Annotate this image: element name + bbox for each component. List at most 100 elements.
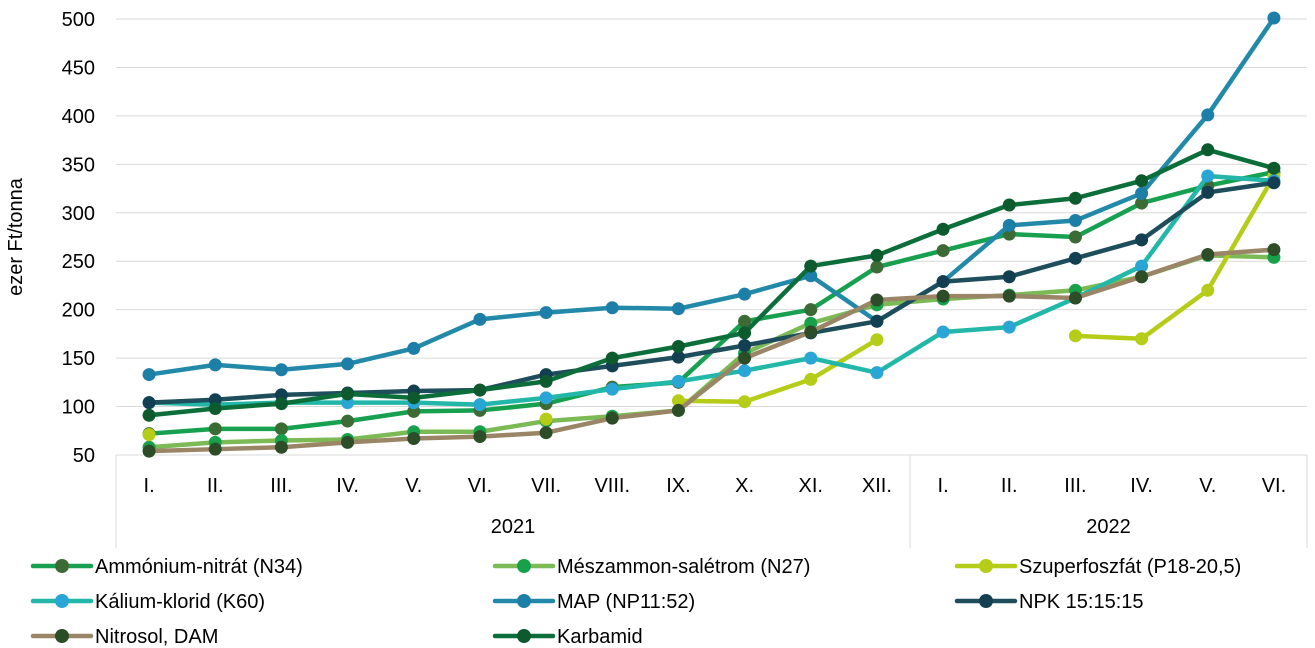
- data-point: [1068, 230, 1082, 244]
- data-point: [804, 372, 818, 386]
- data-point: [208, 422, 222, 436]
- y-axis-label: ezer Ft/tonna: [5, 177, 27, 296]
- data-point: [870, 248, 884, 262]
- y-tick-label: 150: [62, 348, 95, 370]
- series: [142, 169, 1281, 442]
- x-tick-label: XI.: [799, 475, 823, 497]
- series-line: [146, 247, 1277, 454]
- legend-label: Mészammon-salétrom (N27): [557, 556, 810, 578]
- data-point: [738, 314, 752, 328]
- data-point: [473, 398, 487, 412]
- data-point: [407, 432, 421, 446]
- data-point: [1002, 270, 1016, 284]
- y-tick-label: 400: [62, 106, 95, 128]
- data-point: [936, 275, 950, 289]
- y-tick-label: 350: [62, 154, 95, 176]
- legend-swatch-marker: [55, 594, 69, 608]
- data-point: [473, 430, 487, 444]
- data-point: [1068, 251, 1082, 265]
- y-tick-label: 300: [62, 203, 95, 225]
- x-tick-label: IV.: [1130, 475, 1153, 497]
- data-point: [1135, 186, 1149, 200]
- data-point: [1267, 243, 1281, 257]
- x-tick-label: IV.: [336, 475, 359, 497]
- data-point: [407, 391, 421, 405]
- series-line: [676, 337, 880, 404]
- data-point: [671, 339, 685, 353]
- legend-item: Karbamid: [492, 626, 643, 648]
- data-point: [671, 374, 685, 388]
- x-tick-label: I.: [938, 475, 949, 497]
- data-point: [473, 383, 487, 397]
- data-point: [1068, 329, 1082, 343]
- data-point: [142, 396, 156, 410]
- legend-label: Nitrosol, DAM: [95, 626, 218, 648]
- data-point: [870, 260, 884, 274]
- x-tick-label: VI.: [1262, 475, 1286, 497]
- data-point: [473, 312, 487, 326]
- data-point: [1002, 218, 1016, 232]
- data-point: [936, 289, 950, 303]
- legend: Ammónium-nitrát (N34) Mészammon-salétrom …: [30, 556, 1241, 648]
- legend-label: MAP (NP11:52): [557, 591, 695, 613]
- data-point: [1267, 176, 1281, 190]
- data-point: [1068, 214, 1082, 228]
- series-line: [146, 15, 1277, 377]
- x-tick-label: XII.: [862, 475, 892, 497]
- x-group-label: 2022: [1086, 516, 1131, 538]
- data-point: [870, 333, 884, 347]
- legend-label: Szuperfoszfát (P18-20,5): [1019, 556, 1241, 578]
- legend-swatch-marker: [979, 594, 993, 608]
- data-point: [804, 303, 818, 317]
- legend-swatch-marker: [517, 629, 531, 643]
- data-point: [1135, 196, 1149, 210]
- data-point: [738, 364, 752, 378]
- legend-label: NPK 15:15:15: [1019, 591, 1144, 613]
- data-point: [1135, 270, 1149, 284]
- series-line: [146, 180, 1277, 405]
- data-point: [1068, 291, 1082, 305]
- x-tick-label: III.: [1064, 475, 1086, 497]
- data-point: [738, 326, 752, 340]
- data-point: [1201, 169, 1215, 183]
- data-point: [1201, 283, 1215, 297]
- data-point: [142, 368, 156, 382]
- data-point: [671, 302, 685, 316]
- data-point: [804, 351, 818, 365]
- series-line: [146, 147, 1277, 418]
- data-point: [407, 341, 421, 355]
- data-point: [341, 435, 355, 449]
- data-point: [208, 401, 222, 415]
- data-point: [804, 325, 818, 339]
- y-tick-label: 200: [62, 300, 95, 322]
- legend-label: Kálium-klorid (K60): [95, 591, 265, 613]
- data-point: [1002, 320, 1016, 334]
- data-point: [539, 391, 553, 405]
- data-point: [936, 244, 950, 258]
- data-point: [936, 325, 950, 339]
- data-point: [1267, 11, 1281, 25]
- data-point: [671, 394, 685, 408]
- y-tick-label: 50: [73, 445, 95, 467]
- data-point: [605, 411, 619, 425]
- series: [142, 143, 1281, 422]
- series-lines: [142, 11, 1281, 458]
- y-tick-label: 250: [62, 251, 95, 273]
- data-point: [738, 287, 752, 301]
- y-axis-ticks: 50 100 150 200 250 300 350 400 450 500: [62, 9, 95, 467]
- legend-swatch-marker: [55, 559, 69, 573]
- legend-swatch-marker: [55, 629, 69, 643]
- data-point: [1135, 332, 1149, 346]
- x-tick-label: II.: [1001, 475, 1018, 497]
- data-point: [870, 314, 884, 328]
- data-point: [1135, 233, 1149, 247]
- data-point: [341, 387, 355, 401]
- data-point: [605, 301, 619, 315]
- x-tick-label: VII.: [531, 475, 561, 497]
- data-point: [1267, 161, 1281, 175]
- data-point: [274, 397, 288, 411]
- x-tick-label: VIII.: [594, 475, 630, 497]
- data-point: [1135, 259, 1149, 273]
- data-point: [671, 350, 685, 364]
